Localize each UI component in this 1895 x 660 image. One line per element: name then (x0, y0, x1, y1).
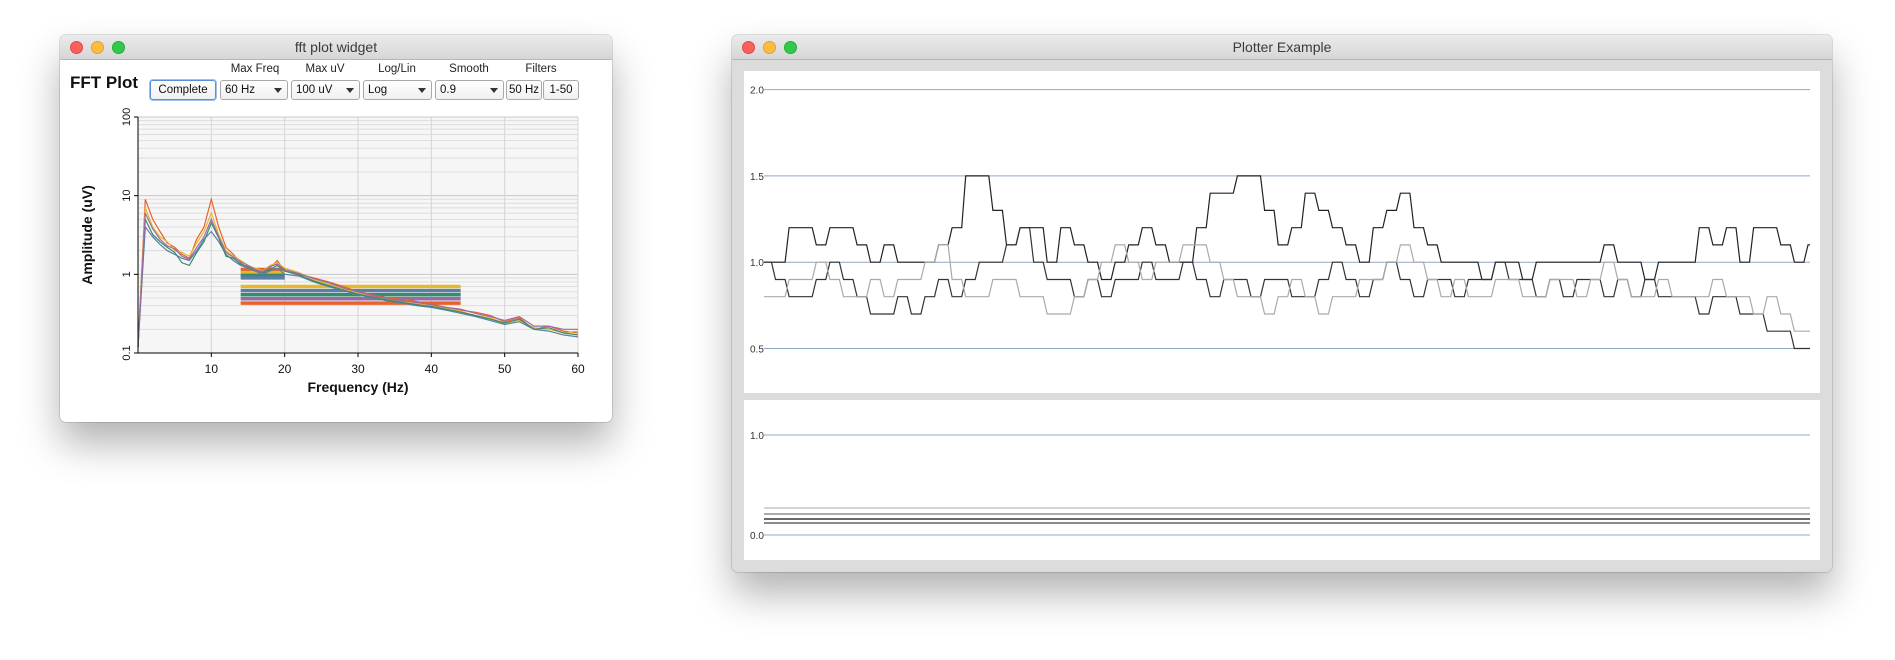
filter-1-50-button[interactable]: 1-50 (543, 80, 579, 100)
y-tick-label: 10 (121, 190, 133, 202)
plotter-series-line (764, 244, 1810, 332)
complete-button[interactable]: Complete (150, 80, 216, 100)
y-tick-label: 0.5 (750, 344, 764, 355)
y-tick-label: 1.0 (750, 431, 764, 442)
fft-series-line (137, 216, 579, 347)
filters-label: Filters (525, 63, 557, 75)
plotter-window: Plotter Example 2.0 1.5 1.0 0.5 1.0 0.0 (732, 35, 1832, 572)
fft-heading: FFT Plot (70, 73, 138, 92)
y-tick-label: 1 (121, 271, 133, 277)
plotter-window-titlebar[interactable]: Plotter Example (732, 35, 1832, 60)
close-window-button[interactable] (70, 41, 83, 54)
smooth-value: 0.9 (440, 84, 456, 96)
log-lin-value: Log (368, 84, 388, 96)
chevron-down-icon (418, 88, 426, 93)
max-freq-value: 60 Hz (225, 84, 256, 96)
bottom-plot-series (764, 507, 1810, 524)
max-freq-dropdown[interactable]: 60 Hz (220, 80, 288, 100)
top-plot-panel: 2.0 1.5 1.0 0.5 (744, 71, 1820, 393)
y-tick-label: 1.5 (750, 172, 764, 183)
smooth-label: Smooth (449, 63, 489, 75)
smooth-dropdown[interactable]: 0.9 (435, 80, 504, 100)
plotter-window-title: Plotter Example (1232, 39, 1332, 55)
fft-series-line (137, 225, 579, 347)
fft-window-titlebar[interactable]: fft plot widget (60, 35, 612, 60)
x-tick-labels: 10 20 30 40 50 60 (205, 353, 585, 376)
plotter-series-line (764, 227, 1810, 350)
y-tick-labels: 0.1 1 10 100 (121, 108, 138, 361)
x-tick-label: 30 (351, 362, 365, 376)
chevron-down-icon (274, 88, 282, 93)
x-tick-label: 60 (571, 362, 585, 376)
filter-50hz-button[interactable]: 50 Hz (506, 80, 542, 100)
window-controls (70, 41, 125, 54)
top-reference-lines: 2.0 1.5 1.0 0.5 (750, 86, 1810, 355)
max-uv-label: Max uV (305, 63, 345, 75)
y-axis-label: Amplitude (uV) (79, 185, 95, 285)
chevron-down-icon (490, 88, 498, 93)
x-tick-label: 50 (498, 362, 512, 376)
y-tick-label: 0.0 (750, 531, 764, 542)
max-freq-label: Max Freq (230, 63, 280, 75)
fft-chart: 10 20 30 40 50 60 0.1 1 10 100 Frequency (Hz) Am… (79, 108, 585, 395)
x-tick-label: 20 (278, 362, 292, 376)
chevron-down-icon (346, 88, 354, 93)
fft-series (137, 196, 579, 347)
close-window-button[interactable] (742, 41, 755, 54)
fft-series-line (137, 212, 578, 347)
max-uv-value: 100 uV (296, 84, 333, 96)
bottom-plot-chart: 1.0 0.0 (750, 431, 1810, 542)
x-axis-label: Frequency (Hz) (307, 379, 408, 395)
top-plot-chart: 2.0 1.5 1.0 0.5 (750, 86, 1810, 355)
log-lin-dropdown[interactable]: Log (363, 80, 432, 100)
y-tick-label: 100 (121, 108, 133, 126)
window-controls (742, 41, 797, 54)
maximize-window-button[interactable] (784, 41, 797, 54)
x-tick-label: 10 (205, 362, 219, 376)
y-tick-label: 1.0 (750, 258, 764, 269)
bottom-reference-lines: 1.0 0.0 (750, 431, 1810, 542)
top-plot-series (764, 175, 1810, 350)
plotter-series-line (764, 175, 1810, 281)
log-lin-label: Log/Lin (378, 63, 416, 75)
bottom-plot-panel: 1.0 0.0 (744, 400, 1820, 560)
y-tick-label: 0.1 (121, 345, 133, 360)
y-tick-label: 2.0 (750, 86, 764, 97)
minimize-window-button[interactable] (763, 41, 776, 54)
fft-plot-window: fft plot widget FFT Plot Max Freq Max uV… (60, 35, 612, 422)
max-uv-dropdown[interactable]: 100 uV (291, 80, 360, 100)
minimize-window-button[interactable] (91, 41, 104, 54)
maximize-window-button[interactable] (112, 41, 125, 54)
fft-window-title: fft plot widget (294, 39, 378, 55)
x-tick-label: 40 (425, 362, 439, 376)
